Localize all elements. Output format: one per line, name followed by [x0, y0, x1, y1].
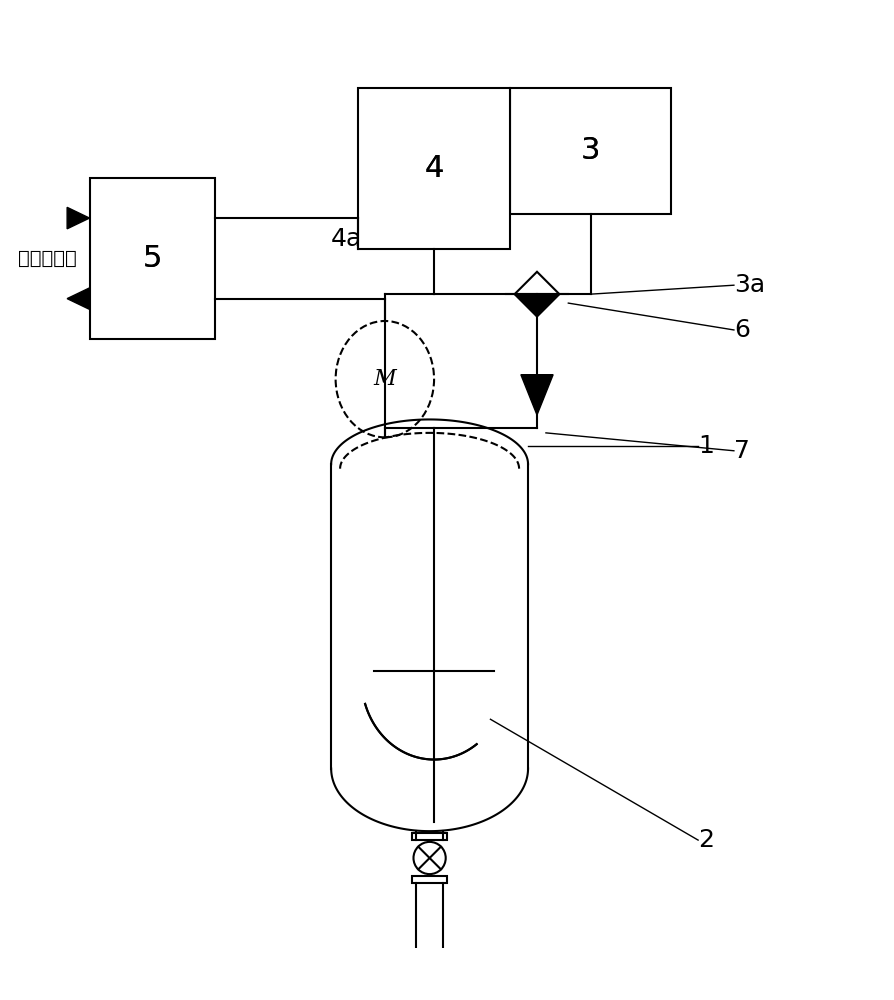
Text: 3: 3 [580, 136, 600, 165]
Bar [411, 876, 447, 883]
Text: 4a: 4a [331, 227, 362, 251]
Bar [89, 178, 215, 339]
Polygon shape [67, 207, 89, 229]
Text: M: M [373, 368, 396, 390]
Text: 冷却循环水: 冷却循环水 [18, 249, 77, 268]
Text: 5: 5 [142, 244, 162, 273]
Bar [358, 88, 510, 249]
Bar [411, 833, 447, 840]
Polygon shape [514, 294, 559, 317]
Text: 7: 7 [733, 439, 749, 463]
Polygon shape [67, 288, 89, 309]
Bar [510, 88, 670, 214]
Text: 3: 3 [580, 136, 600, 165]
Text: 6: 6 [733, 318, 749, 342]
Text: 4: 4 [424, 154, 443, 183]
Polygon shape [520, 375, 552, 415]
Text: 2: 2 [697, 828, 713, 852]
Text: 1: 1 [697, 434, 713, 458]
Text: 4: 4 [424, 154, 443, 183]
Text: 3a: 3a [733, 273, 764, 297]
Text: 5: 5 [142, 244, 162, 273]
